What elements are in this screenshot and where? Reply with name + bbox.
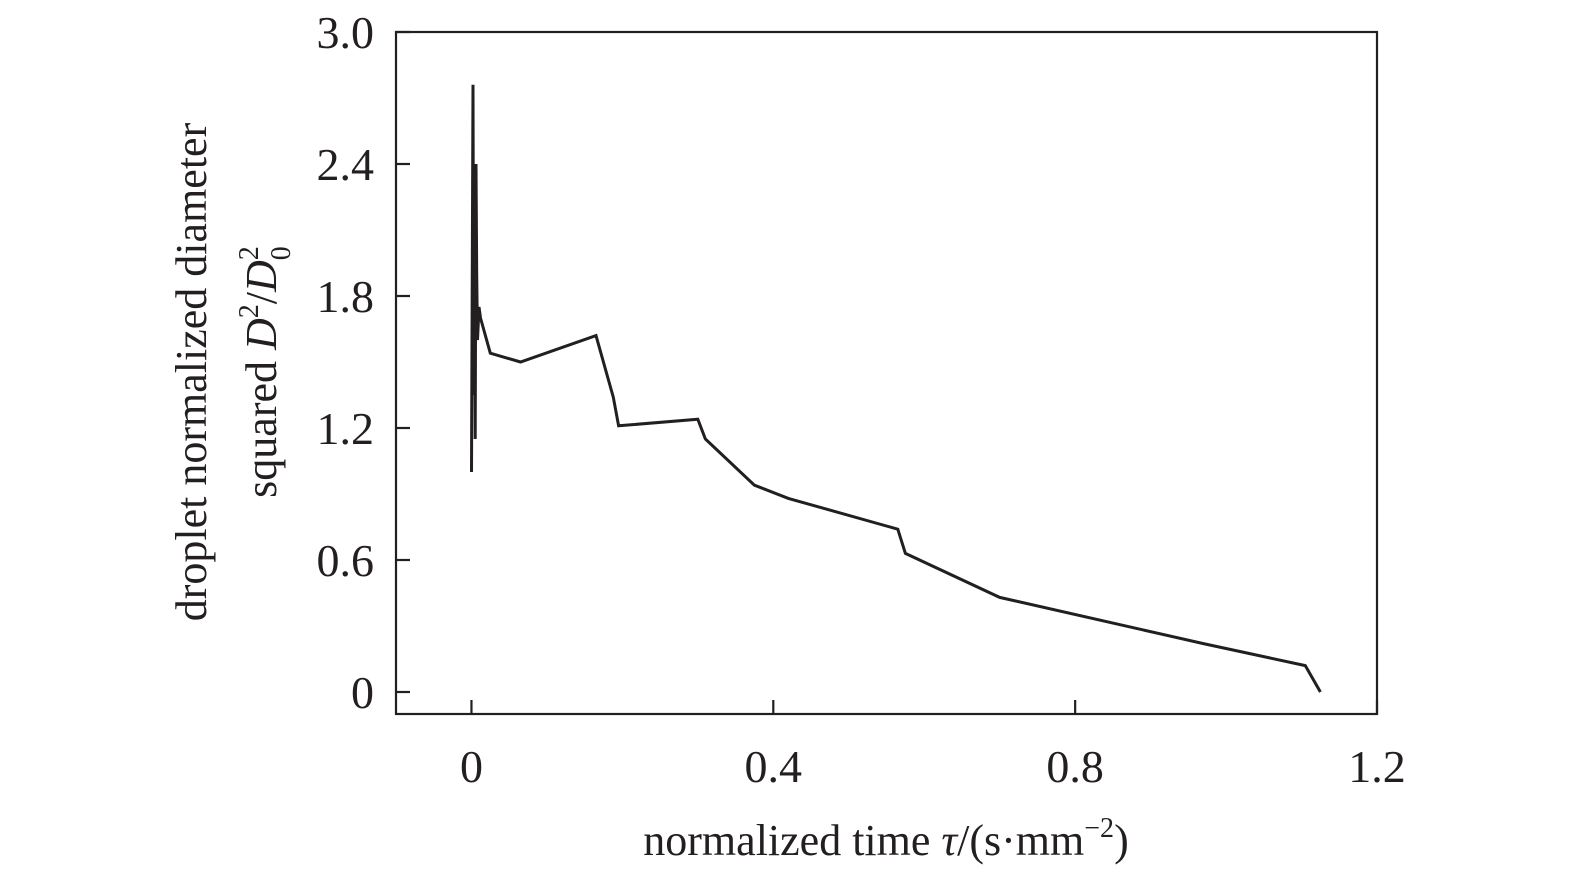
- x-tick-label: 0.8: [1046, 741, 1104, 792]
- y-tick-label: 1.2: [317, 403, 375, 454]
- series-line-0: [470, 84, 1322, 693]
- y-tick-label: 3.0: [317, 7, 375, 58]
- x-axis-title: normalized time τ/(s·mm−2): [643, 813, 1128, 865]
- y-axis: 0 0.6 1.2 1.8 2.4 3.0: [317, 7, 410, 718]
- y-axis-title-line-2: squared D2/D20: [234, 246, 297, 498]
- y-tick-label: 0.6: [317, 535, 375, 586]
- series-layer: [470, 84, 1322, 693]
- y-tick-label: 2.4: [317, 139, 375, 190]
- x-axis: 0 0.4 0.8 1.2: [460, 700, 1406, 792]
- x-tick-label: 0: [460, 741, 483, 792]
- plot-frame: [394, 30, 1379, 716]
- y-tick-label: 0: [351, 667, 374, 718]
- y-axis-title-line-1: droplet normalized diameter: [167, 122, 216, 621]
- x-tick-label: 1.2: [1348, 741, 1406, 792]
- x-tick-label: 0.4: [745, 741, 803, 792]
- y-axis-title: droplet normalized diameter squared D2/D…: [167, 122, 297, 621]
- y-tick-label: 1.8: [317, 271, 375, 322]
